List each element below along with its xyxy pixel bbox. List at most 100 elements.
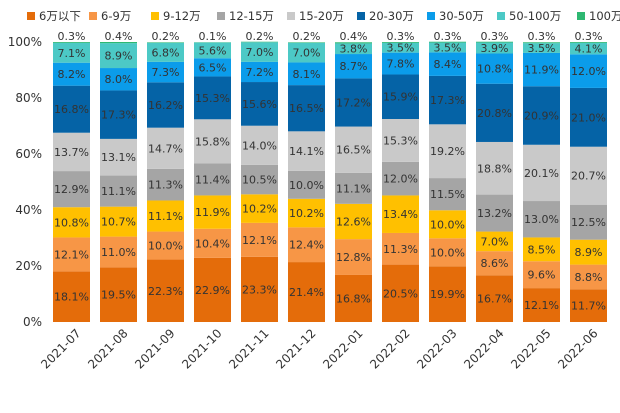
data-label: 11.3%	[148, 179, 183, 192]
data-label: 19.2%	[430, 145, 465, 158]
bar-segment	[147, 61, 184, 83]
legend-swatch	[357, 12, 365, 20]
legend-swatch	[151, 12, 159, 20]
x-tick-label: 2021-10	[179, 326, 224, 371]
bar-segment	[335, 42, 372, 44]
bar-segment	[241, 164, 278, 195]
bar-segment	[288, 42, 325, 63]
x-tick-label: 2021-09	[132, 326, 177, 371]
x-tick-label: 2022-01	[320, 326, 365, 371]
bar-segment	[335, 126, 372, 173]
bar-segment	[476, 251, 513, 276]
legend-swatch	[427, 12, 435, 20]
data-label: 8.9%	[105, 50, 133, 63]
legend-item: 100万以上	[577, 9, 620, 23]
data-label: 15.6%	[242, 98, 277, 111]
data-label: 10.4%	[195, 237, 230, 250]
data-label: 7.0%	[293, 47, 321, 60]
legend-label: 50-100万	[509, 9, 561, 23]
data-label: 8.8%	[575, 271, 603, 284]
data-label: 11.1%	[336, 182, 371, 195]
data-label: 12.5%	[571, 216, 606, 229]
data-label: 12.1%	[54, 248, 89, 261]
data-label: 15.3%	[383, 134, 418, 147]
legend-label: 12-15万	[229, 9, 274, 23]
data-label: 19.5%	[101, 289, 136, 302]
bar-stack: 19.5% 11.0% 10.7% 11.1% 13.1% 17.3% 8.0% 8.9% 0.…	[100, 30, 137, 322]
bar-segment	[335, 203, 372, 240]
bar-segment	[147, 82, 184, 128]
data-label: 10.8%	[54, 216, 89, 229]
bar-segment	[53, 207, 90, 238]
data-label: 12.6%	[336, 215, 371, 228]
data-label: 10.2%	[289, 207, 324, 220]
data-label: 4.1%	[575, 43, 603, 56]
data-label: 17.3%	[101, 109, 136, 122]
data-label: 3.5%	[387, 42, 415, 55]
bar-segment	[241, 61, 278, 83]
bar-segment	[241, 256, 278, 322]
bar-stack: 18.1% 12.1% 10.8% 12.9% 13.7% 16.8% 8.2% 7.1% 0.…	[53, 30, 90, 322]
bar-segment	[147, 231, 184, 260]
data-label: 8.1%	[293, 68, 321, 81]
x-tick-label: 2021-12	[273, 326, 318, 371]
bar-segment	[194, 58, 231, 77]
data-label: 11.9%	[524, 64, 559, 77]
bar-segment	[523, 86, 560, 145]
data-label: 12.4%	[289, 239, 324, 252]
bar-segment	[382, 74, 419, 119]
data-label: 8.7%	[340, 60, 368, 73]
data-label: 11.3%	[383, 243, 418, 256]
bar-segment	[523, 237, 560, 262]
bar-segment	[288, 85, 325, 132]
data-label: 11.7%	[571, 300, 606, 313]
bar-segment	[382, 232, 419, 265]
bar-segment	[241, 222, 278, 257]
legend-swatch	[577, 12, 585, 20]
bar-segment	[476, 141, 513, 195]
data-label: 13.4%	[383, 208, 418, 221]
data-label: 3.9%	[481, 42, 509, 55]
data-label: 0.3%	[58, 30, 86, 43]
data-label: 8.4%	[434, 58, 462, 71]
data-label: 0.4%	[105, 30, 133, 43]
bar-segment	[241, 42, 278, 62]
bar-segment	[382, 119, 419, 162]
bar-segment	[241, 194, 278, 223]
x-tick-label: 2021-07	[38, 326, 83, 371]
data-label: 9.6%	[528, 269, 556, 282]
bar-segment	[241, 41, 278, 43]
data-label: 17.2%	[336, 96, 371, 109]
bar-stack: 23.3% 12.1% 10.2% 10.5% 14.0% 15.6% 7.2% 7.0% 0.…	[241, 30, 278, 322]
legend-item: 20-30万	[357, 9, 414, 23]
bar-segment	[570, 289, 607, 322]
y-tick-label: 20%	[15, 259, 42, 273]
data-label: 12.9%	[54, 183, 89, 196]
legend-swatch	[89, 12, 97, 20]
bar-segment	[382, 161, 419, 196]
data-label: 15.3%	[195, 92, 230, 105]
data-label: 16.2%	[148, 99, 183, 112]
bar-segment	[476, 42, 513, 54]
bar-segment	[476, 231, 513, 252]
y-tick-label: 80%	[15, 91, 42, 105]
bar-segment	[288, 170, 325, 199]
data-label: 10.5%	[242, 174, 277, 187]
data-label: 21.0%	[571, 111, 606, 124]
bar-segment	[476, 83, 513, 142]
data-label: 10.8%	[477, 63, 512, 76]
bar-segment	[523, 52, 560, 87]
data-label: 20.1%	[524, 167, 559, 180]
data-label: 12.1%	[524, 299, 559, 312]
data-label: 0.3%	[434, 30, 462, 43]
data-label: 18.8%	[477, 162, 512, 175]
data-label: 10.0%	[430, 218, 465, 231]
x-axis: 2021-07 2021-08 2021-09 2021-10 2021-11 2021-…	[38, 326, 600, 371]
data-label: 12.1%	[242, 234, 277, 247]
bar-segment	[147, 42, 184, 62]
x-tick-label: 2022-05	[508, 326, 553, 371]
bar-segment	[53, 42, 90, 63]
bar-segment	[53, 171, 90, 208]
